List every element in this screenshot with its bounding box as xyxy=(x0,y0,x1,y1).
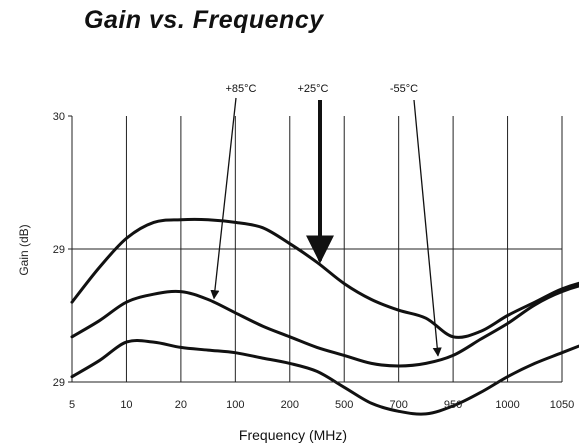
x-tick-label: 500 xyxy=(335,399,353,411)
x-tick-label: 950 xyxy=(444,399,462,411)
x-tick-label: 1000 xyxy=(495,399,519,411)
x-tick-label: 10 xyxy=(120,399,132,411)
x-tick-label: 200 xyxy=(281,399,299,411)
x-tick-label: 1050 xyxy=(550,399,574,411)
y-tick-label: 30 xyxy=(53,111,65,123)
series-line-2 xyxy=(70,284,579,368)
x-axis-label: Frequency (MHz) xyxy=(239,427,347,443)
annotation-label: -55°C xyxy=(390,83,418,95)
annotation-arrow xyxy=(413,99,442,357)
annotation-arrow xyxy=(210,97,237,300)
y-tick-label: 29 xyxy=(53,244,65,256)
x-tick-label: 20 xyxy=(175,399,187,411)
x-tick-label: 5 xyxy=(69,399,75,411)
y-tick-label: 29 xyxy=(53,377,65,389)
annotation-label: +85°C xyxy=(225,83,256,95)
series-line-1 xyxy=(70,217,579,339)
y-axis-label: Gain (dB) xyxy=(17,224,31,275)
series-line-3 xyxy=(70,339,579,416)
annotation-label: +25°C xyxy=(297,83,328,95)
x-tick-label: 100 xyxy=(226,399,244,411)
chart-title: Gain vs. Frequency xyxy=(84,6,324,34)
x-tick-label: 700 xyxy=(389,399,407,411)
